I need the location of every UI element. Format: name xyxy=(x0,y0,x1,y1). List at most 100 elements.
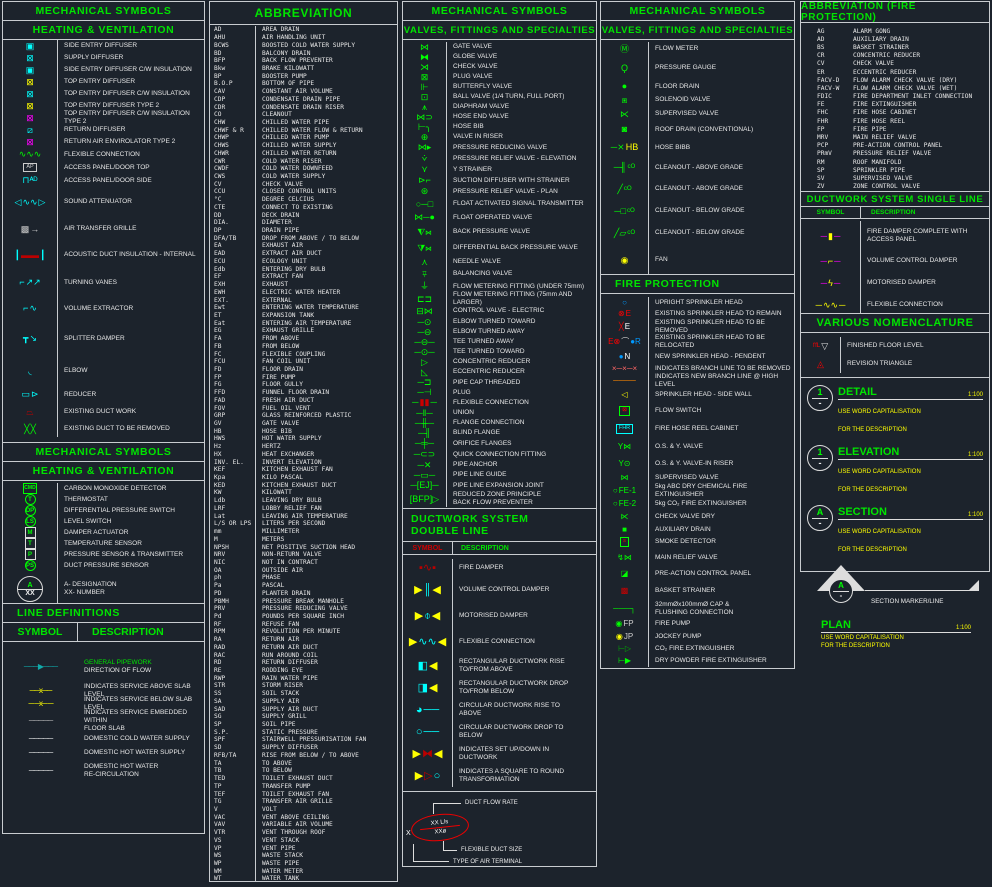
abbrev-code: B.O.P xyxy=(210,80,256,88)
fire-protection-row: ● N NEW SPRINKLER HEAD - PENDENT xyxy=(601,350,794,363)
abbrev-code: KEF xyxy=(210,465,256,474)
abbrev-row: TG TRANSFER AIR GRILLE xyxy=(210,797,397,806)
legend-row: ⊓ᴬᴰ ACCESS PANEL/DOOR SIDE xyxy=(3,174,204,187)
legend-row: ─▭─ PIPE LINE GUIDE xyxy=(403,470,596,480)
abbrev-description: TOILET EXHAUST FAN xyxy=(262,790,330,798)
abbrev-row: RM ROOF MANIFOLD xyxy=(801,158,989,166)
row-description: CLEANOUT - BELOW GRADE xyxy=(655,207,745,215)
fire-abbreviation-header: ABBREVIATION (FIRE PROTECTION) xyxy=(800,1,990,23)
abbrev-description: REFUSE FAN xyxy=(262,620,300,628)
abbrev-description: TRANSFER PUMP xyxy=(262,782,311,790)
valve-symbol-icon: ⋈⊃ xyxy=(403,112,447,122)
valve-symbol-icon: Ϙ xyxy=(601,56,649,80)
row-description: CLEANOUT - ABOVE GRADE xyxy=(655,163,744,171)
abbrev-row: SG SUPPLY GRILL xyxy=(210,712,397,721)
row-description: SIDE ENTRY DIFFUSER C/W INSULATION xyxy=(64,66,192,74)
abbrev-row: FA FROM ABOVE xyxy=(210,334,397,343)
legend-row: ▩ → AIR TRANSFER GRILLE xyxy=(3,217,204,241)
abbrev-code: FFD xyxy=(210,388,256,397)
abbrev-row: BCWS BOOSTED COLD WATER SUPPLY xyxy=(210,41,397,50)
panel-header: MECHANICAL SYMBOLS xyxy=(600,1,795,21)
row-description: SPRINKLER HEAD - SIDE WALL xyxy=(655,390,752,398)
abbrev-row: ET EXPANSION TANK xyxy=(210,311,397,320)
abbrev-row: MRV MAIN RELIEF VALVE xyxy=(801,133,989,141)
duct-flow-rate-label: DUCT FLOW RATE xyxy=(465,800,518,806)
duct-symbol-icon: ◧ ◀ xyxy=(403,655,453,677)
row-description: FLEXIBLE CONNECTION xyxy=(867,301,943,309)
abbrev-code: FA xyxy=(210,334,256,343)
line-definition-row: ───── DOMESTIC HOT WATER SUPPLY xyxy=(3,746,204,760)
legend-row: ∿∿∿ FLEXIBLE CONNECTION xyxy=(3,148,204,161)
abbrev-description: VENT THROUGH ROOF xyxy=(262,829,326,837)
abbrev-description: TRANSFER AIR GRILLE xyxy=(262,798,333,806)
valve-symbol-icon: ⊟⋈ xyxy=(403,305,447,317)
legend-row: ┳ ↘ SPLITTER DAMPER xyxy=(3,321,204,356)
marker-scale: 1:100 xyxy=(967,512,983,518)
abbrev-description: FLOW ALARM CHECK VALVE (DRY) xyxy=(853,76,958,84)
valve-symbol-icon: ─□ ᶜᴼ xyxy=(601,200,649,222)
abbrev-description: OUTSIDE AIR xyxy=(262,566,303,574)
abbrev-row: CWR COLD WATER RISER xyxy=(210,157,397,165)
abbrev-code: DP xyxy=(210,226,256,235)
abbrev-row: LRF LOBBY RELIEF FAN xyxy=(210,504,397,513)
abbrev-description: SUPPLY GRILL xyxy=(262,713,307,721)
fire-protection-row: ◪ PRE-ACTION CONTROL PANEL xyxy=(601,567,794,581)
valve-symbol-icon: ⩚ xyxy=(403,102,447,112)
row-description: TOP ENTRY DIFFUSER C/W INSULATION xyxy=(64,90,190,98)
row-description: INDICATES SERVICE EMBEDDED WITHIN FLOOR … xyxy=(84,709,188,732)
duct-symbol-icon: ▶ ⧓ ◀ xyxy=(403,743,453,765)
row-description: DIFFERENTIAL PRESSURE SWITCH xyxy=(64,506,175,514)
legend-row: DP DIFFERENTIAL PRESSURE SWITCH xyxy=(3,505,204,516)
abbrev-code: RFB/TA xyxy=(210,751,256,760)
section-marker-label: SECTION MARKER/LINE xyxy=(871,598,944,605)
symbol-icon: ⊠ xyxy=(3,136,58,148)
legend-row: ─╪─ ORIFICE FLANGES xyxy=(403,438,596,449)
legend-row: M DAMPER ACTUATOR xyxy=(3,527,204,538)
abbrev-row: PCP PRE-ACTION CONTROL PANEL xyxy=(801,142,989,150)
valve-symbol-icon: ─⊂⊃ xyxy=(403,449,447,460)
legend-row: ⋈ GATE VALVE xyxy=(403,42,596,52)
fire-symbol-icon: ◉ FP xyxy=(601,617,649,630)
abbrev-code: STR xyxy=(210,682,256,690)
valve-symbol-icon: ─ ▮▮ ─ xyxy=(403,397,447,408)
row-description: PLUG VALVE xyxy=(453,73,493,81)
row-description: 32mmØx100mmØ CAP & FLUSHING CONNECTION xyxy=(655,601,734,616)
legend-row: ─[EJ]─ PIPE LINE EXPANSION JOINT xyxy=(403,480,596,491)
abbrev-row: FB FROM BELOW xyxy=(210,342,397,351)
duct-symbol-icon: ─ ϟ ─ xyxy=(801,271,861,295)
abbrev-code: VS xyxy=(210,836,256,845)
row-description: PRESSURE RELIEF VALVE - PLAN xyxy=(453,187,558,195)
legend-row: ⩚ DIAPHRAM VALVE xyxy=(403,102,596,112)
row-description: TOP ENTRY DIFFUSER TYPE 2 xyxy=(64,102,160,110)
callout-line xyxy=(443,841,457,851)
abbrev-description: RISE FROM BELOW / TO ABOVE xyxy=(262,751,359,759)
legend-row: ▣ SIDE ENTRY DIFFUSER C/W INSULATION xyxy=(3,64,204,76)
row-description: INDICATES SERVICE ABOVE SLAB LEVEL xyxy=(84,682,191,698)
abbrev-code: RE xyxy=(210,666,256,675)
abbrev-code: CV xyxy=(817,60,825,68)
valve-symbol-icon: ⍫ xyxy=(403,268,447,280)
abbrev-code: PD xyxy=(210,589,256,598)
ductwork-row: ▶ ⌽ ◀ MOTORISED DAMPER xyxy=(403,603,596,629)
abbrev-row: GRP GLASS REINFORCED PLASTIC xyxy=(210,411,397,420)
abbrev-code: CTE xyxy=(210,203,256,212)
abbrev-row: TB TO BELOW xyxy=(210,767,397,775)
abbrev-code: TA xyxy=(210,759,256,767)
abbrev-description: EXTRACT AIR DUCT xyxy=(262,250,322,258)
symbol-icon: AP xyxy=(3,161,58,174)
row-description: BLIND FLANGE xyxy=(453,429,500,437)
row-description: FIRE DAMPER xyxy=(459,564,504,572)
abbrev-row: Edb ENTERING DRY BULB xyxy=(210,265,397,273)
legend-row: ⊠ TOP ENTRY DIFFUSER xyxy=(3,76,204,88)
row-description: FLOAT OPERATED VALVE xyxy=(453,213,533,221)
row-description: PRESSURE GAUGE xyxy=(655,64,717,72)
abbrev-row: CHWS CHILLED WATER SUPPLY xyxy=(210,141,397,150)
abbrev-row: EWH ELECTRIC WATER HEATER xyxy=(210,288,397,297)
row-description: BALL VALVE (1/4 TURN, FULL PORT) xyxy=(453,93,565,101)
row-description: CONCENTRIC REDUCER xyxy=(453,358,531,366)
valves-list-2: Ⓜ FLOW METER Ϙ PRESSURE GAUGE ● FLOOR DR… xyxy=(600,39,795,275)
line-style-icon: ───── xyxy=(28,734,53,743)
legend-row: ⏚ FLOW METERING FITTING (UNDER 75mm) xyxy=(403,280,596,293)
row-description: O.S. & Y. VALVE-IN RISER xyxy=(655,460,734,468)
abbrev-code: ET xyxy=(210,311,256,320)
